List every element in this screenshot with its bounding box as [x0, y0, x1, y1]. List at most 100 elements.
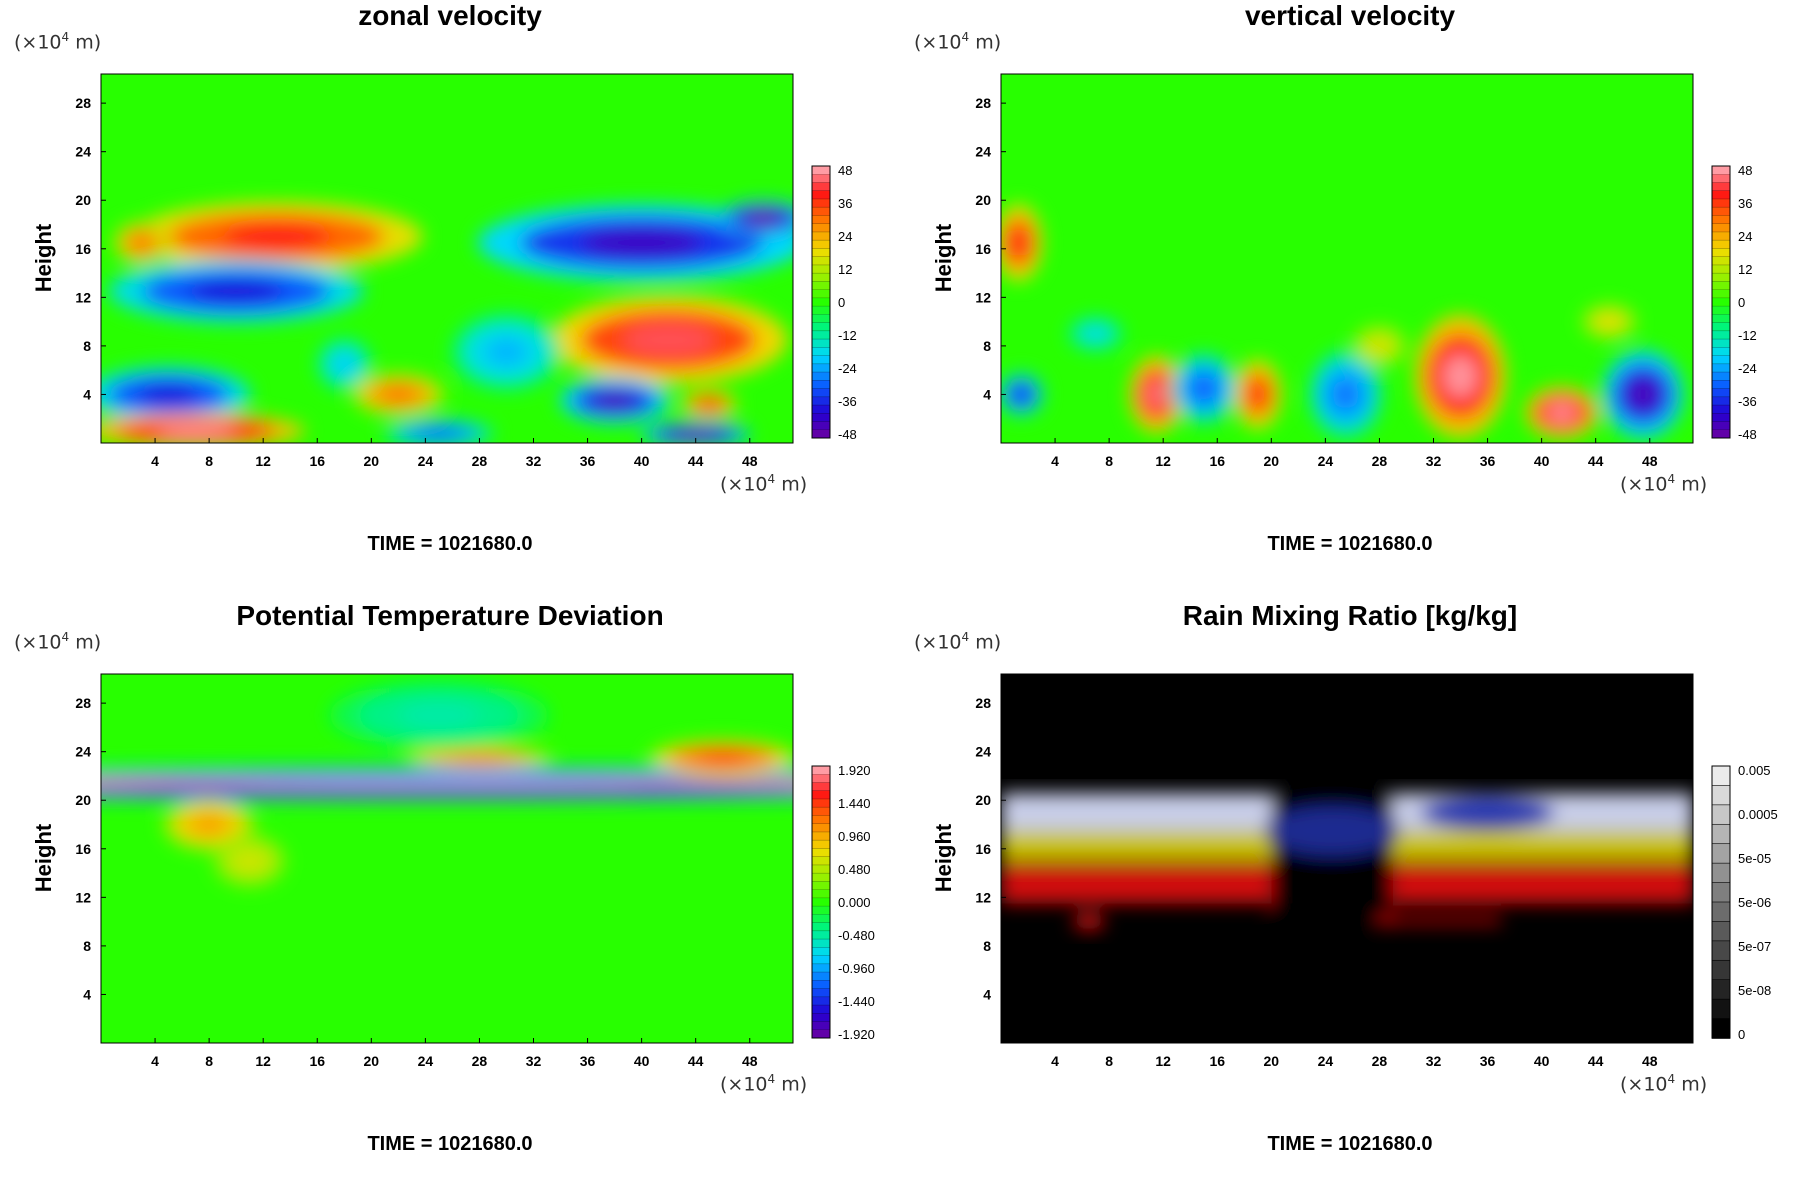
- chart-title: Rain Mixing Ratio [kg/kg]: [1182, 600, 1518, 631]
- colorbar-swatch: [1712, 264, 1730, 274]
- colorbar-label: 0.960: [838, 829, 871, 844]
- colorbar-label: 5e-07: [1738, 939, 1771, 954]
- y-tick-label: 16: [75, 241, 91, 257]
- colorbar-swatch: [1712, 306, 1730, 315]
- colorbar-swatch: [1711, 843, 1731, 864]
- rain-patch: [1072, 913, 1106, 931]
- colorbar-swatch: [812, 996, 830, 1006]
- x-tick-label: 44: [688, 453, 704, 469]
- colorbar-swatch: [1712, 240, 1730, 249]
- colorbar-label: 0.005: [1738, 763, 1771, 778]
- colorbar-label: -48: [838, 427, 857, 442]
- field-feature-core: [1146, 381, 1167, 408]
- colorbar-swatch: [812, 980, 830, 990]
- colorbar-swatch: [812, 429, 830, 439]
- x-tick-label: 48: [1642, 1053, 1658, 1069]
- colorbar-label: 24: [838, 229, 852, 244]
- colorbar-label: 0: [1738, 295, 1745, 310]
- colorbar-swatch: [812, 815, 830, 825]
- colorbar-swatch: [1712, 182, 1730, 192]
- colorbar-swatch: [812, 1029, 830, 1039]
- colorbar-frame: [811, 165, 831, 439]
- colorbar-swatch: [812, 823, 830, 833]
- colorbar-swatch: [812, 782, 830, 792]
- colorbar-swatch: [812, 339, 830, 348]
- y-tick-label: 16: [75, 841, 91, 857]
- field-feature-core: [1628, 379, 1658, 410]
- colorbar-swatch: [1712, 322, 1730, 332]
- colorbar-swatch: [812, 413, 830, 423]
- colorbar-frame: [1711, 165, 1731, 439]
- y-tick-label: 12: [975, 889, 991, 905]
- colorbar-swatch: [812, 897, 830, 907]
- colorbar-swatch: [812, 322, 830, 332]
- field-feature-core: [236, 790, 642, 796]
- panel-rain-mixing-ratio: Rain Mixing Ratio [kg/kg] (×104 m) Heigh…: [900, 600, 1800, 1200]
- x-tick-label: 28: [472, 453, 488, 469]
- field-feature-core: [1443, 354, 1478, 398]
- x-tick-label: 16: [1209, 453, 1225, 469]
- colorbar-swatch: [812, 166, 830, 175]
- colorbar-swatch: [812, 774, 830, 783]
- colorbar-swatch: [1712, 372, 1730, 381]
- y-axis-unit: (×104 m): [914, 630, 1002, 654]
- colorbar-label: 5e-05: [1738, 851, 1771, 866]
- colorbar-swatch: [812, 955, 830, 965]
- colorbar-swatch: [1711, 979, 1731, 1000]
- colorbar-swatch: [812, 240, 830, 249]
- rain-patch: [1264, 806, 1400, 855]
- colorbar-swatch: [812, 856, 830, 866]
- colorbar-swatch: [812, 347, 830, 357]
- colorbar-label: 1.440: [838, 796, 871, 811]
- colorbar-swatch: [812, 248, 830, 258]
- plot-area: [101, 674, 793, 1043]
- x-tick-label: 48: [1642, 453, 1658, 469]
- colorbar-swatch: [812, 380, 830, 390]
- x-tick-label: 40: [634, 453, 650, 469]
- colorbar-swatch: [812, 174, 830, 183]
- field-feature-core: [236, 771, 642, 776]
- x-tick-label: 20: [1264, 1053, 1280, 1069]
- colorbar-swatch: [1712, 215, 1730, 225]
- x-tick-label: 24: [1318, 453, 1334, 469]
- colorbar-swatch: [812, 314, 830, 324]
- x-tick-label: 4: [151, 1053, 159, 1069]
- y-tick-label: 24: [975, 144, 991, 160]
- x-axis-unit: (×104 m): [1620, 1072, 1708, 1096]
- x-tick-label: 4: [1051, 453, 1059, 469]
- colorbar-swatch: [812, 766, 830, 775]
- x-tick-label: 24: [418, 453, 434, 469]
- colorbar-swatch: [812, 848, 830, 858]
- colorbar: 1.920 1.440 0.960 0.480 0.000 -0.480 -0.960 -1.…: [811, 763, 875, 1042]
- colorbar-swatch: [812, 930, 830, 940]
- colorbar-swatch: [1712, 380, 1730, 390]
- colorbar-label: -1.920: [838, 1027, 875, 1042]
- y-tick-label: 20: [975, 192, 991, 208]
- time-label: TIME = 1021680.0: [1267, 1133, 1433, 1155]
- x-tick-label: 44: [688, 1053, 704, 1069]
- y-tick-label: 20: [975, 792, 991, 808]
- colorbar-swatch: [1711, 785, 1731, 806]
- colorbar-label: 0.000: [838, 895, 871, 910]
- colorbar-swatch: [1712, 166, 1730, 175]
- colorbar-swatch: [812, 831, 830, 841]
- x-tick-label: 8: [205, 453, 213, 469]
- colorbar-swatch: [1712, 174, 1730, 183]
- colorbar-swatch: [1712, 297, 1730, 307]
- x-tick-label: 12: [255, 1053, 271, 1069]
- colorbar-swatch: [812, 372, 830, 381]
- colorbar-swatch: [1711, 901, 1731, 923]
- colorbar-swatch: [812, 922, 830, 932]
- colorbar-label: -24: [838, 361, 857, 376]
- time-label: TIME = 1021680.0: [367, 1133, 533, 1155]
- plot-area: [1001, 674, 1693, 1043]
- colorbar-swatch: [812, 388, 830, 398]
- plot-area: [101, 74, 793, 443]
- colorbar-label: 48: [838, 163, 852, 178]
- plot-frame: [100, 73, 794, 444]
- colorbar-swatch: [1712, 330, 1730, 340]
- x-tick-label: 32: [526, 453, 542, 469]
- field-feature-core: [155, 424, 237, 437]
- colorbar-swatch: [1712, 396, 1730, 406]
- plot-frame: [1000, 73, 1694, 444]
